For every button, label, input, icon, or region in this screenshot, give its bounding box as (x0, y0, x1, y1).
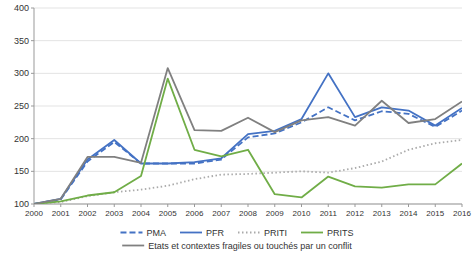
x-tick-label: 2006 (186, 209, 204, 218)
legend-swatch (301, 232, 323, 234)
x-tick-label: 2008 (239, 209, 257, 218)
x-tick-label: 2001 (52, 209, 70, 218)
x-tick-label: 2015 (426, 209, 444, 218)
y-axis-line (34, 8, 35, 204)
x-tick-label: 2009 (266, 209, 284, 218)
legend-swatch (122, 245, 144, 247)
y-tick-label: 400 (14, 3, 29, 13)
legend-item: Etats et contextes fragiles ou touchés p… (122, 241, 352, 251)
series-line (34, 107, 462, 204)
legend-label: Etats et contextes fragiles ou touchés p… (148, 241, 352, 251)
y-tick-label: 250 (14, 101, 29, 111)
legend-item: PMA (120, 228, 166, 238)
grid-line (34, 204, 462, 205)
legend-label: PFR (206, 228, 225, 238)
legend-item: PRITI (238, 228, 287, 238)
legend-swatch (180, 232, 202, 234)
x-tick-label: 2010 (293, 209, 311, 218)
grid-line (34, 8, 462, 9)
legend-swatch (238, 232, 260, 234)
legend-item: PRITS (301, 228, 354, 238)
y-axis: 100 150 200 250 300 350 400 (14, 3, 462, 209)
x-tick-label: 2011 (320, 209, 338, 218)
x-tick-label: 2003 (105, 209, 123, 218)
y-tick-label: 150 (14, 166, 29, 176)
x-tick-label: 2013 (373, 209, 391, 218)
x-tick-label: 2005 (159, 209, 177, 218)
grid-line (34, 171, 462, 172)
x-axis-line (34, 204, 462, 205)
y-tick-label: 100 (14, 199, 29, 209)
x-tick-label: 2004 (132, 209, 150, 218)
legend-swatch (120, 232, 142, 234)
series-line (34, 79, 462, 204)
y-tick-label: 350 (14, 36, 29, 46)
legend: PMA PFR PRITI PRITS Etats et contextes fragi… (120, 228, 353, 251)
x-tick-label: 2000 (25, 209, 43, 218)
series-line (34, 68, 462, 204)
series-line (34, 73, 462, 204)
y-tick-label: 300 (14, 68, 29, 78)
legend-item: PFR (180, 228, 225, 238)
y-tick-label: 200 (14, 134, 29, 144)
x-axis: 2000 2001 2002 2003 2004 2005 2006 2007 2008 2009… (25, 204, 471, 218)
x-tick-label: 2016 (453, 209, 471, 218)
x-tick-label: 2012 (346, 209, 364, 218)
legend-label: PRITI (264, 228, 287, 238)
grid-line (34, 40, 462, 41)
chart: PMA PFR PRITI PRITS Etats et contextes fragi… (0, 0, 474, 256)
legend-label: PMA (146, 228, 166, 238)
plot-area (34, 68, 462, 204)
grid-line (34, 73, 462, 74)
x-tick-label: 2014 (400, 209, 418, 218)
legend-label: PRITS (327, 228, 354, 238)
grid-line (34, 106, 462, 107)
x-tick-label: 2007 (212, 209, 230, 218)
x-tick-label: 2002 (79, 209, 97, 218)
